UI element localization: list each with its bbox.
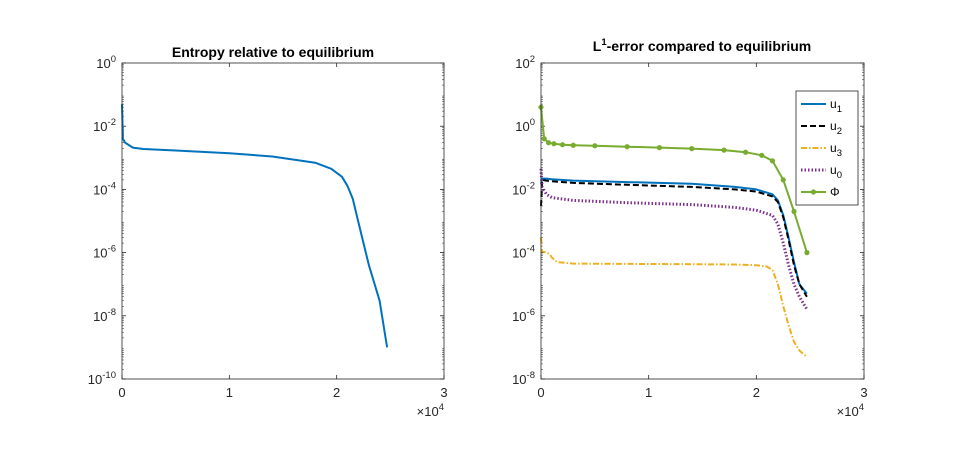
y-tick-label: 10-8 — [512, 370, 535, 387]
chart-l1-error: L1-error compared to equilibrium 0 1 2 3 10-… — [512, 37, 868, 419]
series-marker — [541, 136, 547, 142]
chart-entropy: Entropy relative to equilibrium 0 1 2 3 10-1… — [88, 44, 448, 419]
series-marker — [791, 208, 797, 215]
legend-label: u0 — [830, 163, 842, 181]
series-marker — [545, 140, 552, 146]
ticks-layer: 0 1 2 3 10-10 10-8 10-6 10-4 10-2 100 — [88, 54, 448, 400]
series-layer — [121, 104, 389, 348]
y-tick-label: 10-4 — [512, 244, 535, 261]
series-marker — [559, 142, 566, 148]
legend-marker — [810, 189, 817, 195]
x-tick-label: 0 — [537, 385, 544, 400]
series-line-0 — [121, 104, 389, 348]
y-tick-label: 10-6 — [93, 244, 116, 261]
plot-area — [122, 63, 444, 379]
x-tick-label: 0 — [118, 385, 125, 400]
series-marker — [624, 144, 630, 150]
chart-title: L1-error compared to equilibrium — [593, 37, 811, 54]
y-tick-label: 10-2 — [93, 117, 116, 134]
legend: u1 u2 u3 u0 Φ — [795, 90, 859, 206]
axes-box — [540, 62, 865, 380]
series-marker — [804, 250, 810, 256]
series-marker — [689, 146, 695, 152]
series-line-0 — [540, 177, 808, 295]
series-marker — [721, 147, 727, 153]
legend-label: u1 — [830, 97, 842, 115]
series-marker — [780, 177, 786, 183]
series-line-2 — [540, 237, 808, 358]
x-tick-label: 3 — [860, 385, 867, 400]
series-marker — [742, 149, 749, 155]
series-line-1 — [540, 178, 808, 298]
y-tick-label: 100 — [96, 54, 116, 71]
series-layer — [538, 104, 810, 358]
y-tick-label: 10-6 — [512, 307, 535, 324]
series-marker — [570, 142, 576, 148]
legend-label: u2 — [830, 119, 842, 137]
x-multiplier-label: ×104 — [417, 402, 444, 419]
x-tick-label: 1 — [226, 385, 233, 400]
series-marker — [656, 145, 663, 151]
y-tick-label: 102 — [515, 54, 535, 71]
y-tick-label: 10-2 — [512, 180, 535, 197]
x-tick-label: 2 — [333, 385, 340, 400]
x-tick-label: 1 — [645, 385, 652, 400]
y-tick-label: 10-10 — [88, 370, 116, 387]
x-multiplier-label: ×104 — [837, 402, 864, 419]
y-tick-label: 10-8 — [93, 307, 116, 324]
series-marker — [551, 141, 557, 147]
y-tick-label: 10-4 — [93, 180, 116, 197]
legend-label: Φ — [830, 185, 840, 199]
y-tick-label: 100 — [515, 117, 535, 134]
legend-label: u3 — [830, 141, 842, 159]
x-tick-label: 3 — [440, 385, 447, 400]
x-tick-label: 2 — [753, 385, 760, 400]
chart-title: Entropy relative to equilibrium — [172, 44, 374, 60]
axes-box — [121, 62, 445, 380]
series-marker — [759, 152, 765, 158]
series-marker — [769, 158, 776, 164]
series-marker — [592, 143, 598, 149]
